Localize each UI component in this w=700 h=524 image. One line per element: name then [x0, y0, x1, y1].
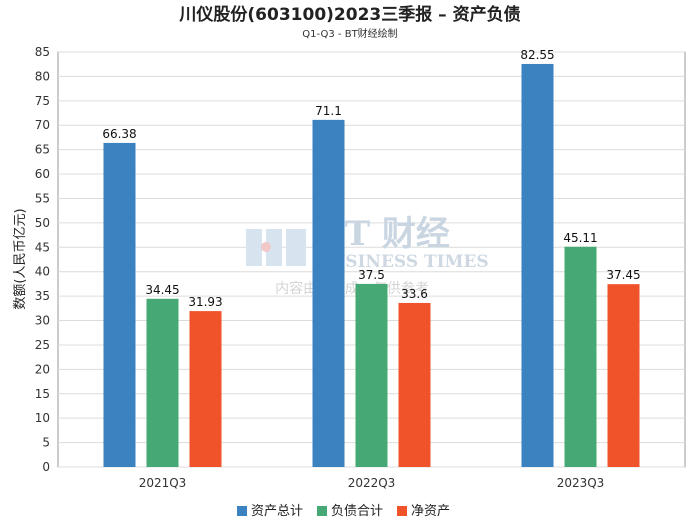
y-tick-label: 45 — [35, 240, 50, 254]
bar — [564, 246, 597, 467]
legend-label: 资产总计 — [251, 504, 303, 519]
watermark-subtext: BUSINESS TIMES — [316, 252, 489, 272]
y-axis-label: 数额(人民币亿元) — [13, 208, 28, 309]
y-tick-label: 15 — [35, 387, 50, 401]
bars — [103, 63, 640, 468]
bar — [607, 284, 640, 467]
data-label: 82.55 — [520, 48, 554, 62]
x-axis-ticks: 2021Q3 2022Q3 2023Q3 — [139, 476, 605, 490]
y-tick-label: 65 — [35, 143, 50, 157]
y-tick-label: 75 — [35, 94, 50, 108]
y-tick-label: 0 — [42, 460, 50, 474]
bar — [189, 311, 222, 467]
y-tick-label: 60 — [35, 167, 50, 181]
y-tick-label: 5 — [42, 436, 50, 450]
chart-subtitle: Q1-Q3 - BT财经绘制 — [302, 27, 397, 40]
data-labels: 66.38 34.45 31.93 71.1 37.5 33.6 82.55 45.11 37.… — [102, 48, 640, 309]
bar — [312, 119, 345, 467]
y-tick-label: 25 — [35, 338, 50, 352]
y-axis-ticks: 0 5 10 15 20 25 30 35 40 45 50 55 60 65 70 75 80 85 — [35, 45, 50, 474]
y-tick-label: 40 — [35, 265, 50, 279]
x-tick-label: 2023Q3 — [557, 476, 605, 490]
data-label: 34.45 — [145, 283, 179, 297]
data-label: 33.6 — [401, 287, 428, 301]
y-tick-label: 20 — [35, 362, 50, 376]
data-label: 66.38 — [102, 127, 136, 141]
bar — [146, 298, 179, 467]
data-label: 37.45 — [606, 268, 640, 282]
data-label: 71.1 — [315, 104, 342, 118]
legend-swatch — [317, 506, 327, 516]
y-tick-label: 30 — [35, 314, 50, 328]
bar — [398, 302, 431, 467]
y-tick-label: 50 — [35, 216, 50, 230]
x-tick-label: 2021Q3 — [139, 476, 187, 490]
legend-swatch — [397, 506, 407, 516]
y-tick-label: 70 — [35, 118, 50, 132]
chart-title: 川仪股份(603100)2023三季报 – 资产负债 — [178, 4, 520, 25]
data-label: 45.11 — [563, 231, 597, 245]
legend-swatch — [237, 506, 247, 516]
legend-label: 净资产 — [411, 504, 450, 519]
data-label: 31.93 — [188, 295, 222, 309]
x-tick-label: 2022Q3 — [348, 476, 396, 490]
bar — [521, 63, 554, 468]
legend-label: 负债合计 — [331, 504, 383, 519]
y-tick-label: 80 — [35, 69, 50, 83]
watermark-logo-icon — [246, 229, 306, 266]
y-tick-label: 35 — [35, 289, 50, 303]
legend: 资产总计 负债合计 净资产 — [237, 504, 450, 519]
y-tick-label: 55 — [35, 191, 50, 205]
y-tick-label: 85 — [35, 45, 50, 59]
y-tick-label: 10 — [35, 411, 50, 425]
data-label: 37.5 — [358, 268, 385, 282]
bar — [355, 283, 388, 467]
bar — [103, 142, 136, 467]
